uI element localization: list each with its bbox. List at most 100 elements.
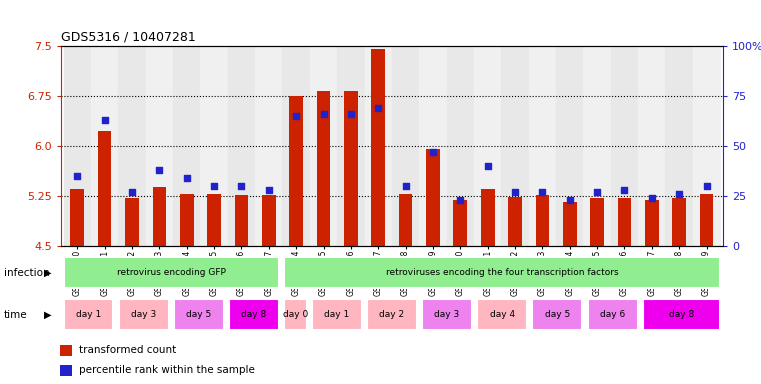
Point <box>591 189 603 195</box>
Point <box>126 189 138 195</box>
Bar <box>152 187 166 246</box>
Point <box>208 183 220 189</box>
Text: day 1: day 1 <box>324 310 349 319</box>
Text: day 8: day 8 <box>241 310 266 319</box>
Bar <box>289 96 303 246</box>
Bar <box>91 46 118 246</box>
Point <box>263 187 275 193</box>
Bar <box>454 200 467 246</box>
Text: day 5: day 5 <box>545 310 570 319</box>
Bar <box>587 300 638 330</box>
Bar <box>60 345 72 356</box>
Point <box>482 163 494 169</box>
Bar <box>447 46 474 246</box>
Bar <box>234 195 248 246</box>
Bar <box>699 194 713 246</box>
Bar <box>399 194 412 246</box>
Bar <box>228 46 255 246</box>
Bar <box>174 300 224 330</box>
Point <box>180 175 193 181</box>
Bar <box>173 46 200 246</box>
Text: day 8: day 8 <box>669 310 694 319</box>
Bar <box>611 46 638 246</box>
Text: percentile rank within the sample: percentile rank within the sample <box>79 365 255 375</box>
Text: ▶: ▶ <box>44 310 52 320</box>
Point <box>700 183 712 189</box>
Bar <box>477 300 527 330</box>
Bar <box>584 46 611 246</box>
Bar <box>367 300 417 330</box>
Bar <box>591 198 604 246</box>
Bar <box>371 50 385 246</box>
Bar <box>365 46 392 246</box>
Bar <box>317 91 330 246</box>
Bar <box>501 46 529 246</box>
Bar <box>672 198 686 246</box>
Bar <box>666 46 693 246</box>
Text: day 2: day 2 <box>379 310 405 319</box>
Bar <box>284 300 307 330</box>
Bar <box>312 300 361 330</box>
Text: day 5: day 5 <box>186 310 212 319</box>
Bar <box>337 46 365 246</box>
Point <box>99 117 111 123</box>
Text: transformed count: transformed count <box>79 345 177 355</box>
Bar <box>98 131 112 246</box>
Bar <box>119 300 169 330</box>
Bar <box>426 149 440 246</box>
Bar <box>344 91 358 246</box>
Bar <box>207 194 221 246</box>
Bar <box>310 46 337 246</box>
Bar <box>284 257 721 288</box>
Bar <box>145 46 173 246</box>
Text: ▶: ▶ <box>44 268 52 278</box>
Text: day 3: day 3 <box>435 310 460 319</box>
Bar <box>64 46 91 246</box>
Bar <box>643 300 721 330</box>
Text: retrovirus encoding GFP: retrovirus encoding GFP <box>116 268 226 277</box>
Text: day 6: day 6 <box>600 310 626 319</box>
Bar <box>255 46 282 246</box>
Bar <box>180 194 193 246</box>
Bar <box>508 197 522 246</box>
Point <box>646 195 658 201</box>
Bar <box>563 202 577 246</box>
Text: day 3: day 3 <box>131 310 156 319</box>
Bar <box>200 46 228 246</box>
Point <box>537 189 549 195</box>
Point <box>235 183 247 189</box>
Bar <box>60 365 72 376</box>
Text: day 0: day 0 <box>283 310 308 319</box>
Bar <box>282 46 310 246</box>
Bar <box>118 46 145 246</box>
Bar <box>422 300 472 330</box>
Text: infection: infection <box>4 268 49 278</box>
Bar <box>419 46 447 246</box>
Bar <box>229 300 279 330</box>
Bar <box>481 189 495 246</box>
Bar <box>63 300 113 330</box>
Text: day 4: day 4 <box>489 310 515 319</box>
Bar <box>125 198 139 246</box>
Point <box>290 113 302 119</box>
Bar <box>536 195 549 246</box>
Point <box>400 183 412 189</box>
Bar <box>71 189 84 246</box>
Bar <box>556 46 584 246</box>
Point <box>673 191 685 197</box>
Point <box>317 111 330 117</box>
Bar <box>645 200 659 246</box>
Point <box>345 111 357 117</box>
Bar <box>618 198 632 246</box>
Point <box>564 197 576 203</box>
Text: GDS5316 / 10407281: GDS5316 / 10407281 <box>61 30 196 43</box>
Text: time: time <box>4 310 27 320</box>
Bar <box>693 46 720 246</box>
Bar <box>533 300 582 330</box>
Text: day 1: day 1 <box>76 310 101 319</box>
Bar <box>474 46 501 246</box>
Text: retroviruses encoding the four transcription factors: retroviruses encoding the four transcrip… <box>386 268 619 277</box>
Point <box>619 187 631 193</box>
Bar <box>63 257 279 288</box>
Bar <box>638 46 666 246</box>
